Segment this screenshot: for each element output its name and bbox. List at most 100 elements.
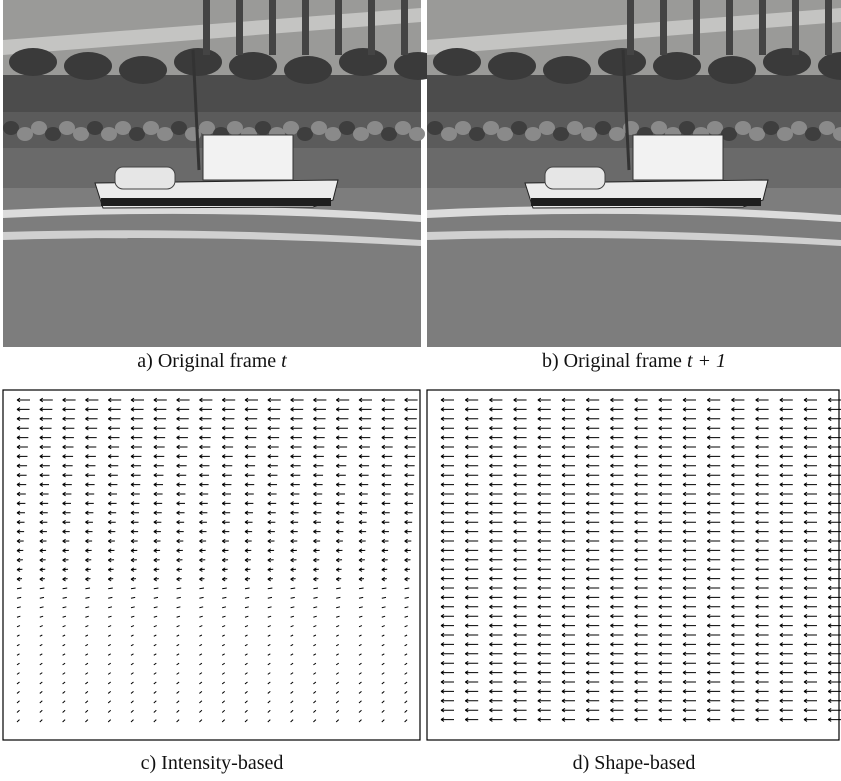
- tree-trunk: [726, 0, 733, 55]
- bush: [339, 48, 387, 76]
- rock: [567, 121, 583, 135]
- rock: [427, 121, 443, 135]
- flow-arrow: [131, 588, 136, 589]
- bush: [433, 48, 481, 76]
- rock: [143, 121, 159, 135]
- rock: [283, 121, 299, 135]
- rock: [819, 121, 835, 135]
- rock: [483, 121, 499, 135]
- caption-label: d): [573, 752, 590, 774]
- rock: [749, 127, 765, 141]
- tree-trunk: [368, 0, 375, 55]
- rock: [59, 121, 75, 135]
- rock: [311, 121, 327, 135]
- rock: [157, 127, 173, 141]
- flow-arrow: [313, 588, 318, 589]
- flow-arrow: [245, 588, 250, 589]
- caption-label: a): [137, 350, 153, 372]
- rock: [553, 127, 569, 141]
- rock: [199, 121, 215, 135]
- rock: [525, 127, 541, 141]
- flow-arrow: [199, 588, 204, 589]
- bush: [229, 52, 277, 80]
- rock: [115, 121, 131, 135]
- tree-trunk: [792, 0, 799, 55]
- rock: [609, 127, 625, 141]
- rock: [763, 121, 779, 135]
- flow-arrow: [359, 588, 364, 589]
- bush: [174, 48, 222, 76]
- bush: [653, 52, 701, 80]
- tree-trunk: [660, 0, 667, 55]
- tree-trunk: [203, 0, 210, 55]
- panel-frame: [427, 390, 839, 740]
- rock: [227, 121, 243, 135]
- tree-trunk: [401, 0, 408, 55]
- rock: [73, 127, 89, 141]
- flow-arrow: [154, 588, 159, 589]
- caption-math: t: [281, 350, 287, 372]
- rock: [395, 121, 411, 135]
- caption-text: Original frame: [564, 350, 682, 372]
- bush: [488, 52, 536, 80]
- caption-text: Intensity-based: [161, 752, 283, 774]
- rock: [651, 121, 667, 135]
- rock: [409, 127, 425, 141]
- bush: [763, 48, 811, 76]
- flow-arrow: [63, 588, 68, 589]
- rock: [511, 121, 527, 135]
- flow-arrow: [177, 588, 182, 589]
- rock: [353, 127, 369, 141]
- rock: [367, 121, 383, 135]
- caption-text: Shape-based: [594, 752, 695, 774]
- rock: [17, 127, 33, 141]
- rock: [325, 127, 341, 141]
- flow-arrow: [108, 588, 113, 589]
- bush: [284, 56, 332, 84]
- rock: [45, 127, 61, 141]
- cabin: [203, 135, 293, 180]
- rock: [441, 127, 457, 141]
- rock: [297, 127, 313, 141]
- rock: [735, 121, 751, 135]
- tree-trunk: [825, 0, 832, 55]
- tree-trunk: [627, 0, 634, 55]
- tank: [115, 167, 175, 189]
- rock: [339, 121, 355, 135]
- flow-arrow: [17, 588, 22, 589]
- rock: [87, 121, 103, 135]
- rock: [101, 127, 117, 141]
- rock: [581, 127, 597, 141]
- rock: [497, 127, 513, 141]
- flow-arrow: [268, 588, 273, 589]
- caption-text: Original frame: [158, 350, 276, 372]
- flow-arrow: [85, 588, 90, 589]
- hull-stripe: [101, 198, 331, 206]
- tank: [545, 167, 605, 189]
- caption-a: a) Original frame t: [3, 350, 421, 373]
- bush: [708, 56, 756, 84]
- tree-trunk: [693, 0, 700, 55]
- cabin: [633, 135, 723, 180]
- bush: [64, 52, 112, 80]
- flow-arrow: [291, 588, 296, 589]
- rock: [777, 127, 793, 141]
- page: a) Original frame t b) Original frame t …: [0, 0, 841, 781]
- panel-frame: [3, 390, 420, 740]
- rock: [539, 121, 555, 135]
- tree-trunk: [269, 0, 276, 55]
- rock: [171, 121, 187, 135]
- caption-label: b): [542, 350, 559, 372]
- rock: [707, 121, 723, 135]
- bush: [9, 48, 57, 76]
- rock: [805, 127, 821, 141]
- rock: [469, 127, 485, 141]
- caption-math: t + 1: [687, 350, 726, 372]
- bush: [543, 56, 591, 84]
- rock: [595, 121, 611, 135]
- tree-trunk: [236, 0, 243, 55]
- rock: [255, 121, 271, 135]
- tree-trunk: [335, 0, 342, 55]
- caption-label: c): [141, 752, 157, 774]
- rock: [31, 121, 47, 135]
